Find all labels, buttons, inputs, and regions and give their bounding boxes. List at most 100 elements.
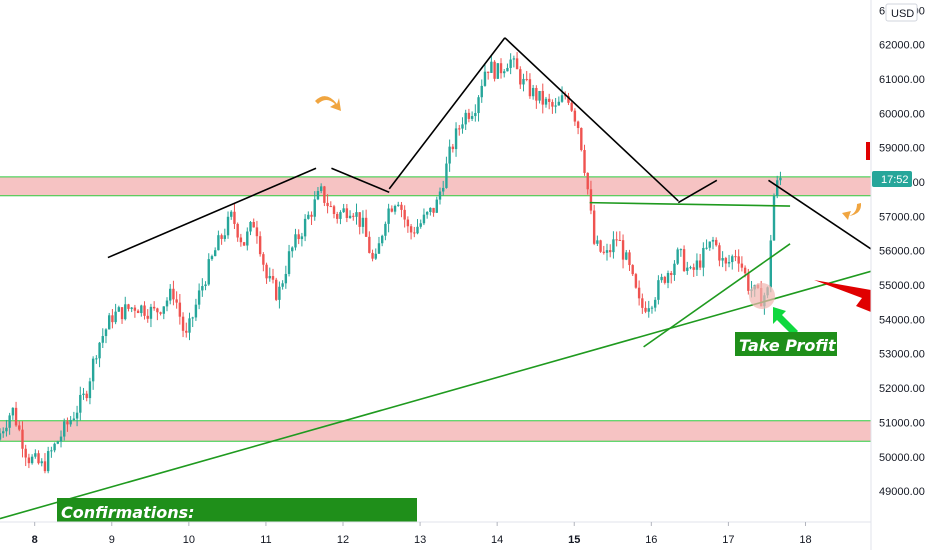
candle-body [201, 286, 204, 291]
candle-body [779, 177, 782, 181]
candle-body [705, 247, 708, 249]
candle-body [740, 263, 744, 268]
time-tick-label: 11 [260, 534, 271, 546]
candle-body [239, 237, 243, 243]
candle-body [287, 251, 291, 274]
candle-body [117, 307, 121, 312]
black-pattern-lines [107, 37, 871, 259]
candle-body [438, 191, 442, 200]
candle-body [69, 419, 72, 425]
black-pattern-line [504, 37, 679, 202]
candle-body [345, 208, 349, 218]
candle-body [432, 207, 435, 213]
candle-body [233, 211, 236, 224]
candle-body [181, 316, 185, 331]
countdown-label: 17:52 [881, 174, 909, 186]
price-tick-label: 55000.00 [879, 280, 925, 292]
time-tick-label: 9 [109, 534, 115, 546]
time-axis[interactable]: 8 9 10 11 12 13 14 15 16 17 18 [32, 522, 812, 546]
candle-body [146, 315, 149, 319]
candle-body [8, 415, 11, 428]
candle-body [653, 299, 657, 308]
candle-body [371, 252, 374, 259]
candle-body [676, 249, 679, 264]
candle-body [374, 253, 377, 259]
candle-body [560, 95, 564, 102]
candle-body [419, 223, 422, 227]
candle-body [271, 276, 275, 280]
candle-body [136, 310, 140, 314]
candle-body [66, 421, 69, 425]
candle-body [358, 212, 361, 227]
candle-body [390, 208, 394, 212]
candle-body [454, 128, 458, 150]
candle-body [641, 298, 644, 308]
green-trend-lines [0, 201, 871, 520]
candle-body [711, 239, 715, 242]
candle-body [406, 219, 410, 227]
candle-body [104, 329, 108, 337]
price-axis[interactable]: 49000.00 50000.00 51000.00 52000.00 53000.00… [879, 5, 925, 498]
candle-body [609, 250, 612, 253]
candle-body [310, 214, 313, 217]
candle-body [425, 211, 429, 215]
black-pattern-line [768, 179, 871, 250]
candle-body [255, 227, 259, 237]
candle-body [657, 280, 660, 300]
candle-body [442, 187, 445, 192]
candle-body [236, 223, 239, 238]
candle-body [650, 307, 654, 309]
candle-body [621, 240, 625, 260]
candle-body [59, 436, 63, 442]
price-tick-label: 62000.00 [879, 40, 925, 52]
candle-body [307, 214, 310, 219]
confirmations-banner [57, 498, 417, 522]
candle-body [368, 236, 371, 253]
candle-body [37, 453, 40, 464]
time-tick-label: 12 [337, 534, 349, 546]
candle-body [18, 425, 21, 430]
candle-body [56, 441, 60, 444]
candle-body [483, 71, 487, 86]
candle-body [695, 260, 699, 270]
candle-body [53, 443, 56, 451]
green-trend-line [643, 243, 791, 348]
plot-area[interactable]: Confirmations: Take Profit [0, 37, 871, 525]
candle-body [429, 207, 432, 212]
candle-body [464, 112, 467, 125]
candle-body [21, 429, 24, 449]
candle-body [88, 381, 92, 399]
candle-body [27, 457, 31, 464]
candle-body [615, 239, 618, 241]
candle-body [75, 412, 79, 419]
candle-body [210, 256, 214, 260]
candle-body [531, 87, 535, 97]
candle-body [535, 87, 538, 101]
candle-body [159, 312, 162, 314]
candle-body [291, 247, 294, 252]
candle-body [316, 190, 320, 200]
candle-body [377, 243, 381, 254]
black-pattern-line [331, 167, 390, 194]
candle-body [586, 172, 589, 190]
candle-body [413, 232, 416, 234]
candle-body [140, 305, 143, 314]
candle-body [303, 218, 307, 237]
confirmations-label: Confirmations: [61, 503, 195, 522]
currency-badge[interactable] [885, 3, 918, 22]
time-tick-label: 16 [645, 534, 657, 546]
candle-body [355, 212, 358, 217]
candle-body [731, 256, 734, 263]
candle-body [628, 252, 631, 266]
candle-body [194, 304, 198, 318]
candle-body [708, 241, 711, 248]
candle-body [416, 226, 419, 234]
candle-body [82, 393, 85, 395]
candle-body [172, 288, 175, 300]
candle-body [634, 274, 638, 288]
curved-arrow-icon [842, 203, 862, 220]
black-pattern-line [388, 37, 506, 190]
time-tick-label: 8 [32, 534, 38, 546]
candle-body [772, 195, 776, 241]
